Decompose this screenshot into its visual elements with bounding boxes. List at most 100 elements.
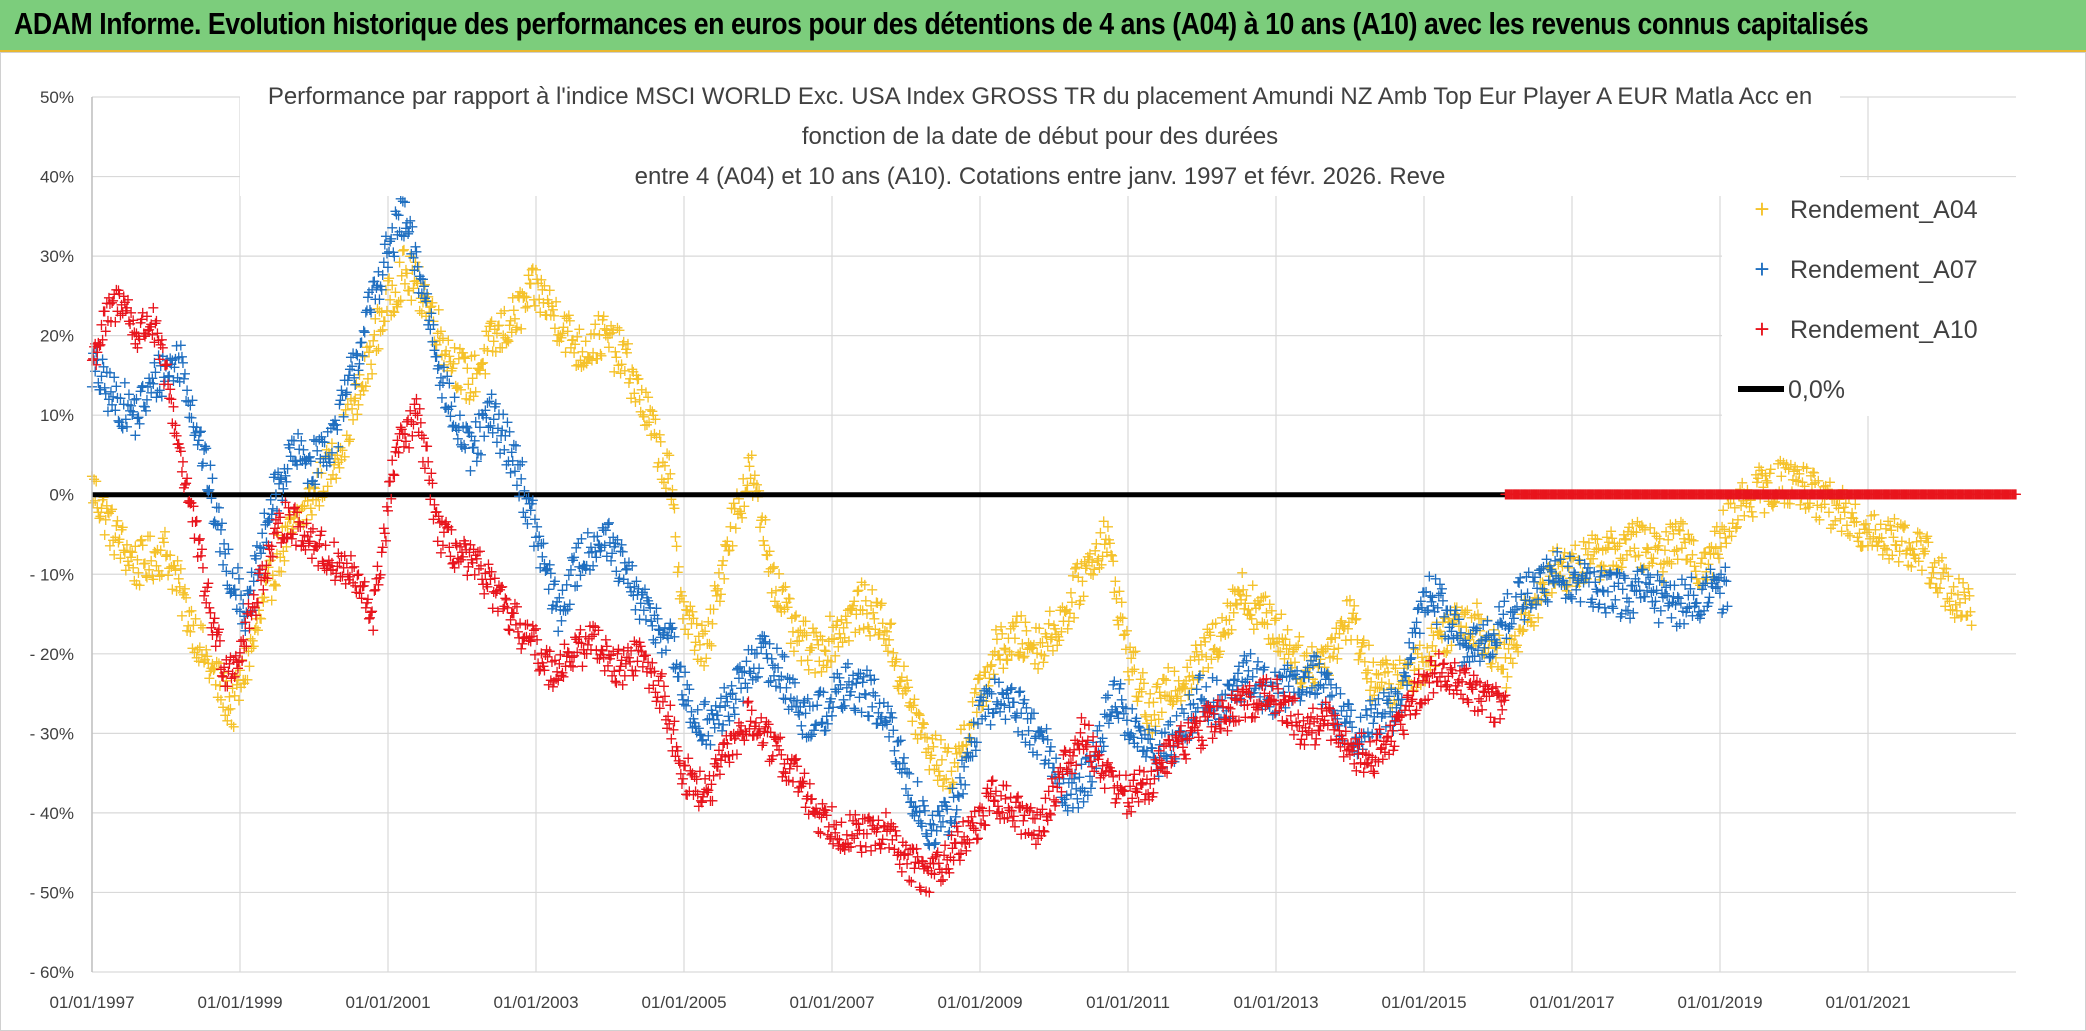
data-point: +	[137, 554, 150, 573]
data-point: +	[668, 627, 681, 646]
data-point: +	[778, 647, 791, 666]
data-point: +	[99, 510, 112, 529]
data-point: +	[119, 560, 132, 579]
data-point: +	[178, 579, 191, 598]
data-point: +	[759, 510, 772, 529]
data-point: +	[222, 539, 235, 558]
data-point: +	[113, 530, 126, 549]
data-point: +	[1413, 624, 1426, 643]
data-point: +	[101, 503, 114, 522]
data-point: +	[227, 717, 240, 736]
data-point: +	[184, 622, 197, 641]
data-point: +	[726, 536, 739, 555]
data-point: +	[142, 560, 155, 579]
data-point: +	[125, 543, 138, 562]
data-point: +	[332, 437, 345, 456]
data-point: +	[187, 615, 200, 634]
data-point: +	[160, 545, 173, 564]
grid	[91, 96, 2016, 973]
data-point: +	[420, 284, 433, 303]
data-point: +	[114, 549, 127, 568]
data-point: +	[745, 446, 758, 465]
data-point: +	[104, 502, 117, 521]
data-point: +	[448, 387, 461, 406]
data-point: +	[89, 471, 102, 490]
data-point: +	[894, 730, 907, 749]
data-point: +	[105, 499, 118, 518]
data-point: +	[240, 636, 253, 655]
data-point: +	[196, 618, 209, 637]
data-point: +	[1541, 592, 1554, 611]
data-point: +	[215, 514, 228, 533]
data-point: +	[427, 315, 440, 334]
data-point: +	[156, 529, 169, 548]
data-point: +	[139, 566, 152, 585]
data-point: +	[106, 531, 119, 550]
data-point: +	[174, 559, 187, 578]
data-point: +	[706, 791, 719, 810]
data-point: +	[143, 527, 156, 546]
data-point: +	[1106, 552, 1119, 571]
banner-title: ADAM Informe. Evolution historique des p…	[14, 6, 1869, 42]
data-point: +	[167, 397, 180, 416]
data-point: +	[179, 588, 192, 607]
data-point: +	[366, 621, 379, 640]
data-point: +	[180, 621, 193, 640]
data-point: +	[365, 364, 378, 383]
data-point: +	[100, 496, 113, 515]
data-point: +	[958, 775, 971, 794]
data-point: +	[199, 438, 212, 457]
data-point: +	[193, 637, 206, 656]
data-point: +	[668, 712, 681, 731]
data-point: +	[185, 601, 198, 620]
data-point: +	[1720, 572, 1733, 591]
data-point: +	[162, 559, 175, 578]
data-point: +	[384, 489, 397, 508]
data-point: +	[177, 585, 190, 604]
data-point: +	[343, 429, 356, 448]
data-point: +	[176, 583, 189, 602]
data-point: +	[1721, 597, 1734, 616]
data-point: +	[884, 613, 897, 632]
data-point: +	[1965, 615, 1978, 634]
data-point: +	[1055, 782, 1068, 801]
data-point: +	[181, 616, 194, 635]
data-point: +	[148, 542, 161, 561]
data-point: +	[123, 541, 136, 560]
data-point: +	[202, 573, 215, 592]
data-point: +	[153, 566, 166, 585]
data-point: +	[752, 481, 765, 500]
data-point: +	[112, 533, 125, 552]
data-point: +	[970, 733, 983, 752]
data-point: +	[1922, 532, 1935, 551]
data-point: +	[206, 469, 219, 488]
data-point: +	[261, 569, 274, 588]
data-point: +	[479, 364, 492, 383]
data-point: +	[111, 511, 124, 530]
data-point: +	[1397, 725, 1410, 744]
data-point: +	[133, 575, 146, 594]
data-point: +	[1499, 685, 1512, 704]
data-point: +	[87, 469, 100, 488]
data-point: +	[158, 522, 171, 541]
data-point: +	[135, 530, 148, 549]
data-point: +	[103, 536, 116, 555]
data-point: +	[683, 680, 696, 699]
data-point: +	[1129, 641, 1142, 660]
data-point: +	[131, 550, 144, 569]
data-point: +	[122, 555, 135, 574]
data-point: +	[91, 498, 104, 517]
data-point: +	[190, 511, 203, 530]
data-point: +	[159, 546, 172, 565]
data-point: +	[1511, 642, 1524, 661]
data-point: +	[117, 541, 130, 560]
data-point: +	[136, 536, 149, 555]
data-point: +	[110, 516, 123, 535]
data-point: +	[356, 346, 369, 365]
data-point: +	[188, 642, 201, 661]
data-point: +	[157, 532, 170, 551]
series-rendement-a10: ++++++++++++++++++++++++++++++++++++++++…	[1499, 485, 2023, 504]
data-point: +	[621, 334, 634, 353]
data-point: +	[426, 474, 439, 493]
